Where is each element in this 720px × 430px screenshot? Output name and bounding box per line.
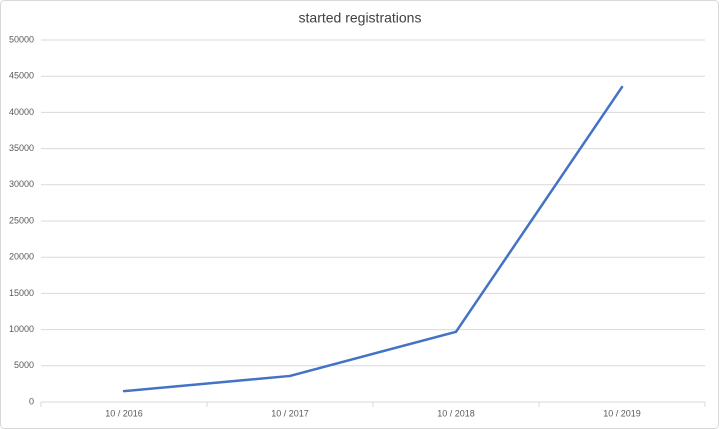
y-tick-label: 5000 bbox=[14, 360, 34, 370]
y-tick-label: 0 bbox=[29, 396, 34, 406]
y-tick-label: 35000 bbox=[9, 143, 34, 153]
x-tick-label: 10 / 2018 bbox=[437, 408, 475, 418]
y-tick-label: 15000 bbox=[9, 288, 34, 298]
y-tick-label: 50000 bbox=[9, 34, 34, 44]
y-tick-label: 30000 bbox=[9, 179, 34, 189]
y-tick-label: 45000 bbox=[9, 71, 34, 81]
y-tick-label: 20000 bbox=[9, 252, 34, 262]
x-tick-label: 10 / 2016 bbox=[105, 408, 143, 418]
y-tick-label: 10000 bbox=[9, 324, 34, 334]
y-tick-label: 40000 bbox=[9, 107, 34, 117]
data-line bbox=[122, 85, 624, 393]
chart-title: started registrations bbox=[299, 10, 422, 26]
x-tick-label: 10 / 2017 bbox=[271, 408, 309, 418]
x-tick-label: 10 / 2019 bbox=[603, 408, 641, 418]
y-tick-label: 25000 bbox=[9, 215, 34, 225]
